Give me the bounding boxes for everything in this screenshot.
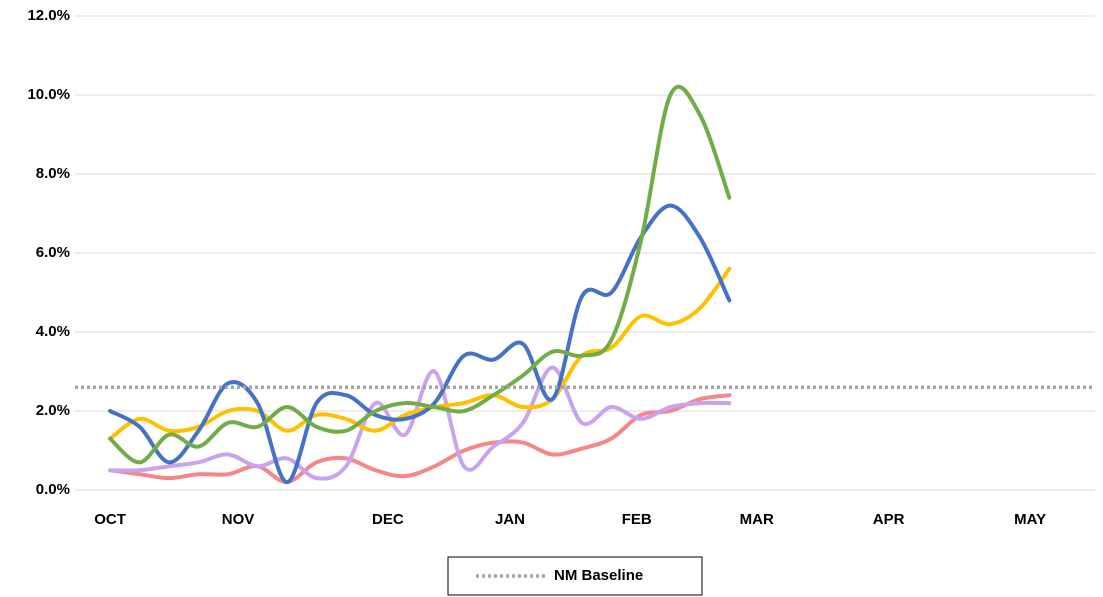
- series-line: [108, 393, 732, 485]
- legend-label: NM Baseline: [554, 567, 643, 584]
- series-line: [108, 203, 732, 485]
- y-tick-label: 6.0%: [36, 244, 70, 261]
- x-tick-label: DEC: [372, 511, 404, 528]
- x-tick-label: JAN: [495, 511, 525, 528]
- y-tick-label: 12.0%: [27, 7, 70, 24]
- x-tick-label: MAR: [740, 511, 774, 528]
- x-tick-label: APR: [873, 511, 905, 528]
- x-tick-label: NOV: [222, 511, 255, 528]
- x-tick-label: FEB: [622, 511, 652, 528]
- y-tick-label: 0.0%: [36, 481, 70, 498]
- x-tick-label: OCT: [94, 511, 126, 528]
- y-tick-label: 4.0%: [36, 323, 70, 340]
- y-tick-label: 2.0%: [36, 402, 70, 419]
- series-line: [108, 84, 732, 465]
- y-tick-label: 8.0%: [36, 165, 70, 182]
- series-line: [108, 266, 732, 441]
- y-tick-label: 10.0%: [27, 86, 70, 103]
- x-tick-label: MAY: [1014, 511, 1046, 528]
